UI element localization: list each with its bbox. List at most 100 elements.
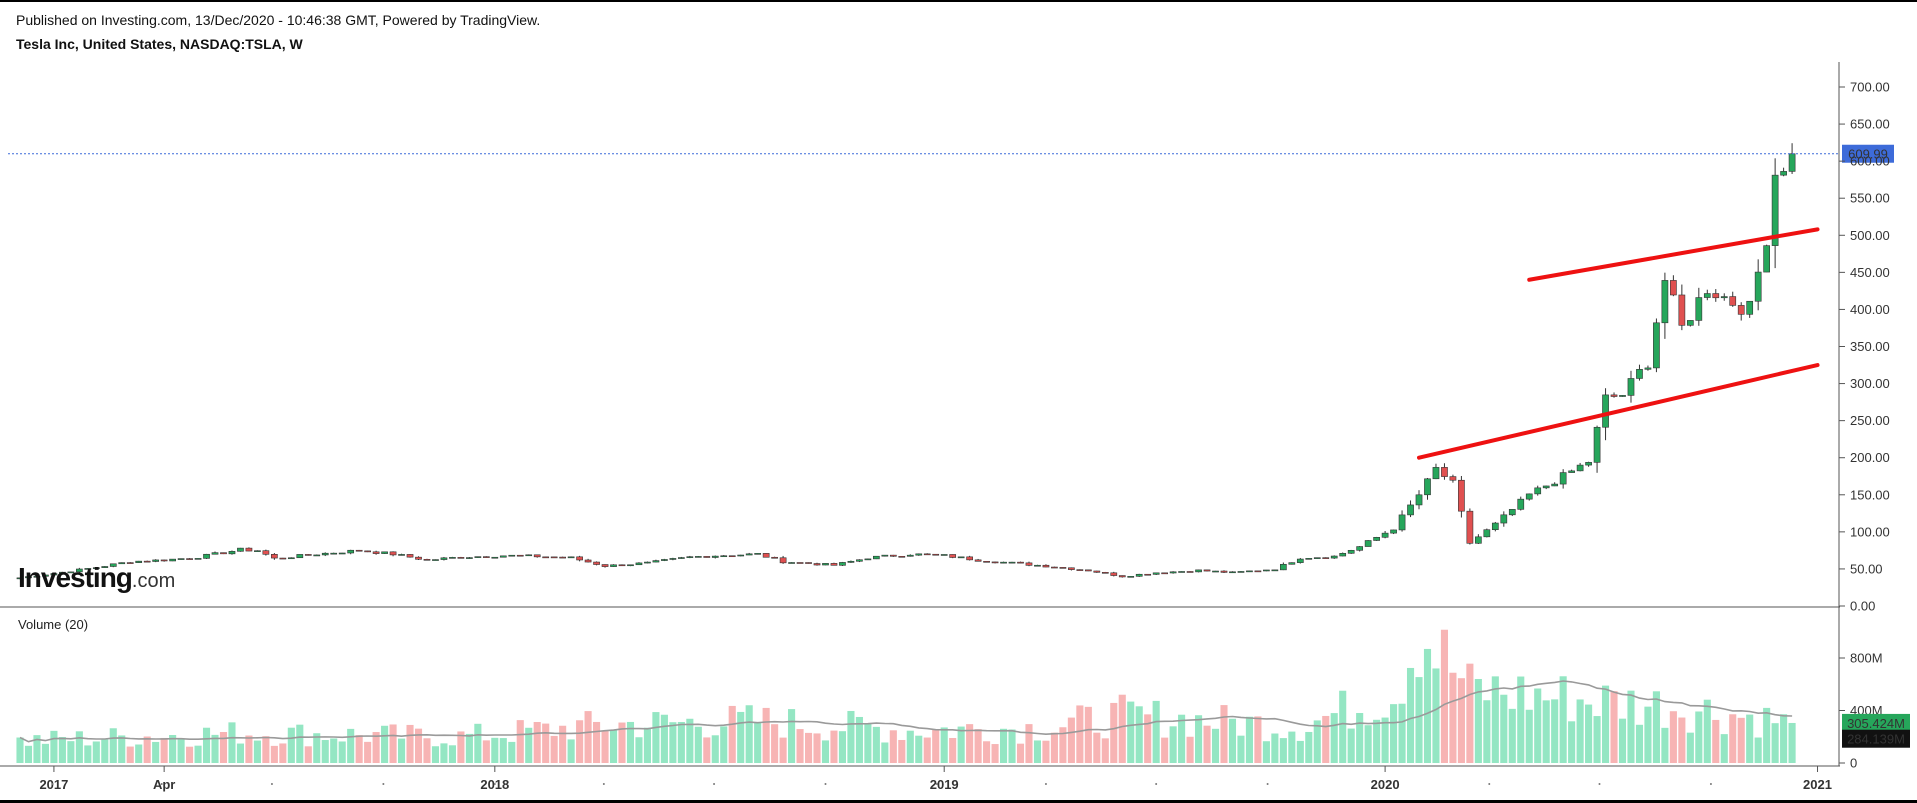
candle[interactable] [1525, 493, 1533, 501]
volume-bar[interactable] [550, 735, 558, 763]
volume-bar[interactable] [1322, 715, 1330, 763]
candle[interactable] [516, 554, 524, 557]
volume-bar[interactable] [1059, 727, 1067, 763]
candle[interactable] [1178, 571, 1185, 573]
candle[interactable] [1644, 365, 1652, 371]
volume-bar[interactable] [1271, 733, 1279, 763]
volume-bar[interactable] [821, 740, 830, 763]
volume-bar[interactable] [474, 723, 482, 763]
candle[interactable] [449, 556, 456, 559]
volume-bar[interactable] [1203, 725, 1211, 763]
volume-bar[interactable] [864, 723, 872, 763]
volume-bar[interactable] [762, 707, 770, 763]
volume-bar[interactable] [33, 735, 41, 763]
volume-bar[interactable] [1576, 699, 1584, 763]
volume-bar[interactable] [1305, 731, 1313, 763]
volume-bar[interactable] [1474, 678, 1482, 763]
volume-bar[interactable] [1398, 703, 1406, 763]
volume-bar[interactable] [516, 720, 524, 763]
candle[interactable] [1415, 490, 1423, 510]
volume-bar[interactable] [1610, 691, 1618, 763]
candle[interactable] [1670, 275, 1677, 297]
volume-bar[interactable] [41, 743, 49, 763]
volume-bar[interactable] [1347, 728, 1355, 763]
candle[interactable] [1330, 555, 1338, 559]
candle[interactable] [1135, 573, 1143, 577]
candle[interactable] [1551, 482, 1559, 487]
candle[interactable] [330, 552, 338, 555]
candle[interactable] [762, 553, 770, 558]
candle[interactable] [1237, 571, 1245, 573]
volume-bar[interactable] [618, 722, 626, 763]
volume-bar[interactable] [669, 722, 677, 763]
volume-bar[interactable] [728, 705, 736, 763]
candle[interactable] [1754, 259, 1762, 311]
volume-bar[interactable] [50, 730, 58, 763]
candle[interactable] [559, 556, 567, 559]
candle[interactable] [779, 555, 787, 564]
candle[interactable] [75, 567, 83, 573]
candle[interactable] [873, 555, 880, 560]
volume-bar[interactable] [186, 746, 194, 763]
volume-bar[interactable] [58, 737, 66, 763]
candle[interactable] [610, 564, 617, 567]
candle[interactable] [796, 562, 804, 564]
volume-bar[interactable] [660, 714, 668, 763]
candle[interactable] [304, 554, 312, 556]
volume-bar[interactable] [1661, 727, 1669, 763]
candle[interactable] [398, 553, 405, 556]
candle[interactable] [686, 555, 694, 559]
candle[interactable] [635, 562, 643, 566]
volume-bar[interactable] [465, 733, 473, 763]
candle[interactable] [1356, 546, 1364, 552]
candle[interactable] [338, 552, 346, 555]
volume-bar[interactable] [1678, 717, 1686, 763]
volume-bar[interactable] [584, 711, 592, 763]
candle[interactable] [847, 560, 855, 563]
volume-bar[interactable] [1423, 648, 1432, 763]
volume-bar[interactable] [737, 711, 745, 763]
volume-bar[interactable] [1525, 709, 1533, 763]
candle[interactable] [1475, 534, 1482, 544]
volume-bar[interactable] [915, 735, 923, 763]
candle[interactable] [1195, 569, 1202, 573]
candle[interactable] [279, 557, 287, 560]
volume-bar[interactable] [906, 730, 914, 763]
candle[interactable] [262, 549, 270, 556]
candle[interactable] [1271, 569, 1279, 572]
candle[interactable] [957, 556, 965, 559]
candle[interactable] [1576, 462, 1584, 472]
candle[interactable] [983, 561, 990, 563]
candle[interactable] [1322, 557, 1330, 559]
volume-bar[interactable] [1737, 717, 1745, 763]
candle[interactable] [1534, 485, 1542, 496]
volume-bar[interactable] [1440, 629, 1449, 763]
candle[interactable] [618, 564, 626, 567]
volume-bar[interactable] [279, 743, 287, 763]
candle[interactable] [1703, 289, 1711, 301]
candle[interactable] [1771, 158, 1779, 269]
volume-bar[interactable] [898, 739, 906, 763]
volume-bar[interactable] [135, 744, 143, 763]
volume-bar[interactable] [1016, 743, 1025, 763]
candle[interactable] [67, 571, 75, 574]
volume-bar[interactable] [1551, 699, 1559, 763]
candle[interactable] [1313, 557, 1321, 559]
volume-bar[interactable] [1644, 706, 1652, 763]
candle[interactable] [432, 559, 439, 561]
volume-bar[interactable] [397, 738, 406, 763]
volume-bar[interactable] [991, 744, 999, 763]
volume-bar[interactable] [389, 724, 397, 763]
volume-bar[interactable] [1093, 732, 1101, 763]
candle[interactable] [1695, 287, 1703, 326]
candle[interactable] [1008, 561, 1016, 564]
volume-bar[interactable] [1076, 705, 1084, 763]
candle[interactable] [889, 554, 897, 557]
candle[interactable] [1084, 569, 1092, 572]
volume-bar[interactable] [1211, 728, 1220, 763]
volume-bar[interactable] [1135, 706, 1143, 763]
candle[interactable] [1746, 300, 1754, 318]
volume-bar[interactable] [67, 741, 75, 763]
candle[interactable] [25, 576, 32, 579]
